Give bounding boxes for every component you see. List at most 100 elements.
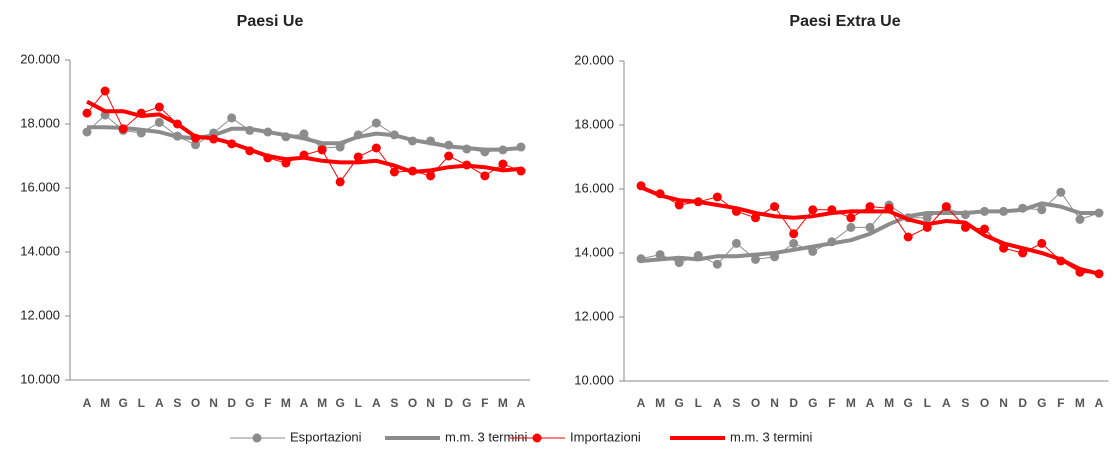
data-point [371,143,381,153]
data-point [480,171,490,181]
data-point [335,177,345,187]
data-point [82,108,92,118]
x-tick-label: A [1095,396,1104,410]
data-point [1056,187,1066,197]
x-tick-label: D [227,396,236,410]
data-point [808,246,818,256]
data-point [154,102,164,112]
x-tick-label: F [828,396,835,410]
x-tick-label: G [335,396,344,410]
chart-title: Paesi Ue [237,13,304,30]
x-tick-label: F [1057,396,1064,410]
x-tick-label: O [751,396,760,410]
data-point [731,238,741,248]
x-tick-label: G [245,396,254,410]
data-point [865,202,875,212]
data-point [389,167,399,177]
x-tick-label: S [732,396,740,410]
data-point [674,200,684,210]
data-point [371,118,381,128]
x-tick-label: G [674,396,683,410]
x-tick-label: S [173,396,181,410]
x-tick-label: G [1037,396,1046,410]
x-tick-label: G [118,396,127,410]
data-point [118,124,128,134]
y-tick-label: 16.000 [574,180,614,195]
x-tick-label: A [155,396,164,410]
x-tick-label: M [846,396,856,410]
data-point [712,192,722,202]
data-point [674,258,684,268]
data-point [751,213,760,223]
data-point [191,140,200,150]
x-tick-label: O [408,396,417,410]
moving-average-line [87,125,522,152]
x-tick-label: S [390,396,398,410]
moving-average-line [640,201,1099,263]
x-tick-label: N [426,396,435,410]
data-point [808,205,818,215]
x-tick-label: A [300,396,309,410]
x-tick-label: A [942,396,951,410]
data-point [498,159,508,169]
x-tick-label: A [517,396,526,410]
data-point [1075,214,1085,224]
x-tick-label: M [884,396,894,410]
x-tick-label: O [980,396,989,410]
data-point [980,224,989,234]
data-point [846,222,856,232]
data-point [100,86,110,96]
data-point [865,222,875,232]
x-tick-label: N [209,396,218,410]
x-tick-label: G [808,396,817,410]
x-tick-label: L [924,396,931,410]
x-tick-label: S [961,396,969,410]
y-tick-label: 20.000 [20,51,60,66]
y-tick-label: 12.000 [574,308,614,323]
legend-label: Importazioni [570,429,641,444]
x-tick-label: G [462,396,471,410]
data-point [846,213,856,223]
x-tick-label: M [1075,396,1085,410]
x-tick-label: N [999,396,1008,410]
data-point [922,213,932,223]
chart-title: Paesi Extra Ue [789,13,900,30]
data-point [82,127,92,137]
y-tick-label: 20.000 [574,52,614,67]
x-tick-label: A [637,396,646,410]
x-tick-label: M [317,396,327,410]
x-tick-label: D [789,396,798,410]
data-point [227,113,237,123]
y-tick-label: 10.000 [574,372,614,387]
x-tick-label: M [281,396,291,410]
y-tick-label: 10.000 [20,371,60,386]
legend-label: m.m. 3 termini [445,429,527,444]
x-tick-label: L [695,396,702,410]
x-tick-label: A [713,396,722,410]
data-point [1037,238,1047,248]
data-point [941,202,951,212]
x-tick-label: G [903,396,912,410]
data-point [789,229,799,239]
data-point [712,259,722,269]
x-tick-label: L [138,396,145,410]
data-point [426,171,436,181]
legend-marker [532,433,542,443]
x-tick-label: M [498,396,508,410]
y-tick-label: 12.000 [20,307,60,322]
x-tick-label: D [1018,396,1027,410]
x-tick-label: L [355,396,362,410]
moving-average-line [640,185,1100,276]
y-tick-label: 16.000 [20,179,60,194]
y-tick-label: 18.000 [574,116,614,131]
data-point [154,117,164,127]
moving-average-line [86,99,522,174]
data-point [317,145,327,155]
x-tick-label: A [866,396,875,410]
data-point [789,238,799,248]
data-point [903,232,913,242]
data-point [751,254,760,264]
x-tick-label: A [83,396,92,410]
x-tick-label: A [372,396,381,410]
